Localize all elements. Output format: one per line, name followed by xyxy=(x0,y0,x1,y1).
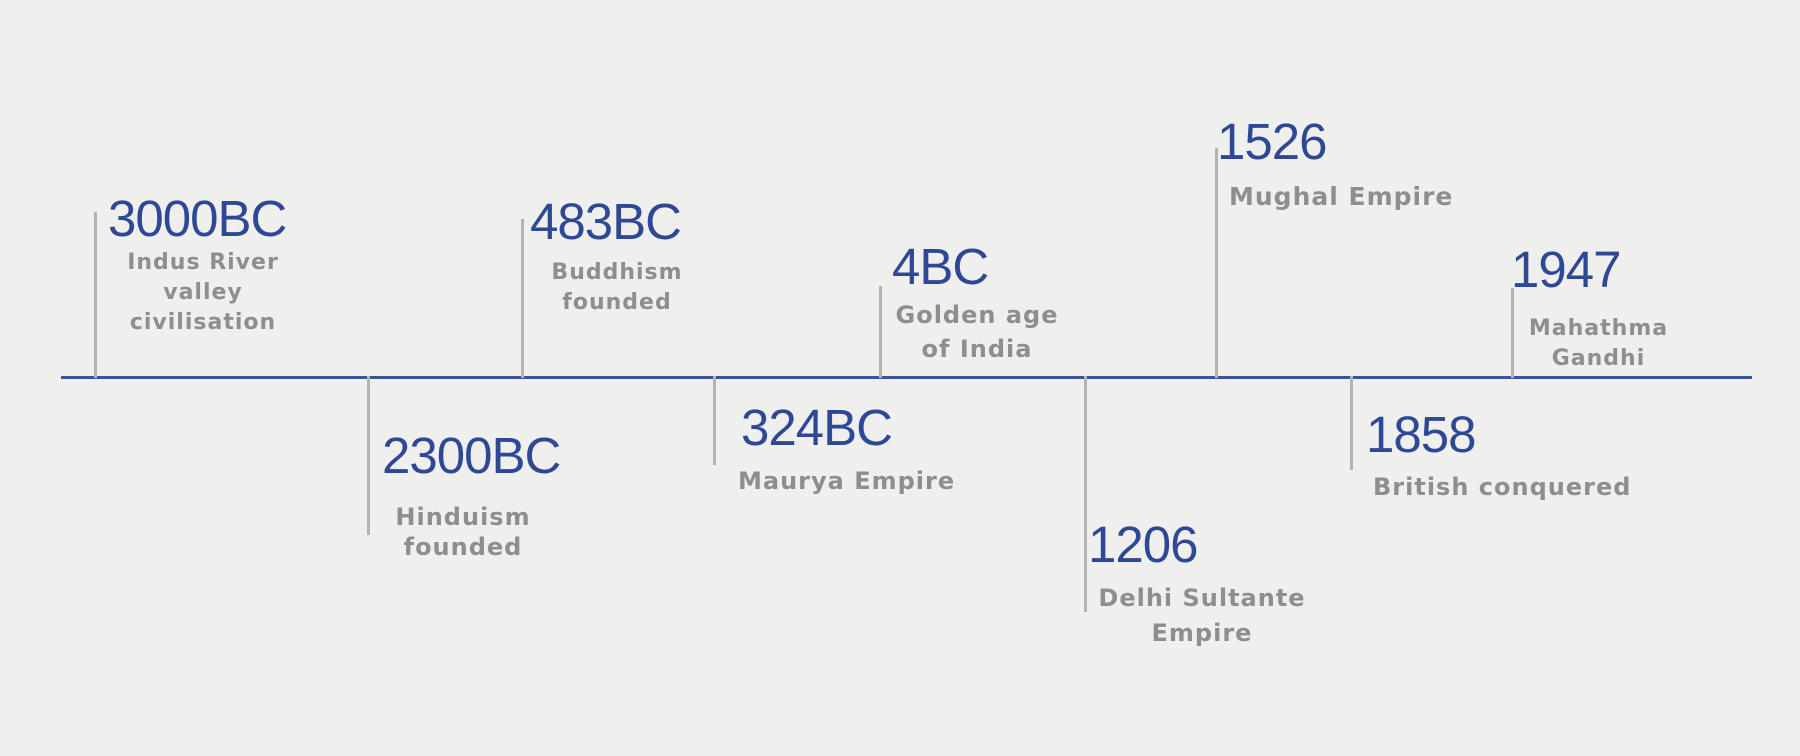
event-year-483bc: 483BC xyxy=(530,193,682,250)
event-tick-3000bc xyxy=(94,212,97,378)
event-label-483bc: Buddhism founded xyxy=(551,260,683,315)
event-label-1858: British conquered xyxy=(1373,473,1632,501)
event-year-1526: 1526 xyxy=(1217,113,1327,170)
event-label-3000bc: Indus River valley civilisation xyxy=(127,250,279,335)
event-label-2300bc: Hinduism founded xyxy=(395,503,531,561)
timeline-axis xyxy=(61,376,1752,379)
event-label-1206: Delhi Sultante Empire xyxy=(1098,584,1306,647)
event-label-1947: Mahathma Gandhi xyxy=(1528,316,1669,371)
event-tick-1858 xyxy=(1350,376,1353,470)
event-label-4bc: Golden age of India xyxy=(895,301,1059,363)
event-label-1526: Mughal Empire xyxy=(1229,182,1454,211)
event-year-2300bc: 2300BC xyxy=(382,427,561,484)
event-label-324bc: Maurya Empire xyxy=(738,467,956,495)
event-year-4bc: 4BC xyxy=(892,238,989,295)
event-tick-1206 xyxy=(1084,376,1087,612)
event-year-1947: 1947 xyxy=(1511,241,1621,298)
event-tick-4bc xyxy=(879,286,882,378)
event-tick-324bc xyxy=(713,376,716,465)
event-tick-2300bc xyxy=(367,376,370,535)
event-tick-483bc xyxy=(521,219,524,378)
event-year-3000bc: 3000BC xyxy=(108,190,287,247)
event-year-1206: 1206 xyxy=(1088,516,1198,573)
event-tick-1526 xyxy=(1215,148,1218,378)
event-year-1858: 1858 xyxy=(1366,406,1476,463)
event-tick-1947 xyxy=(1511,288,1514,378)
event-year-324bc: 324BC xyxy=(741,399,893,456)
